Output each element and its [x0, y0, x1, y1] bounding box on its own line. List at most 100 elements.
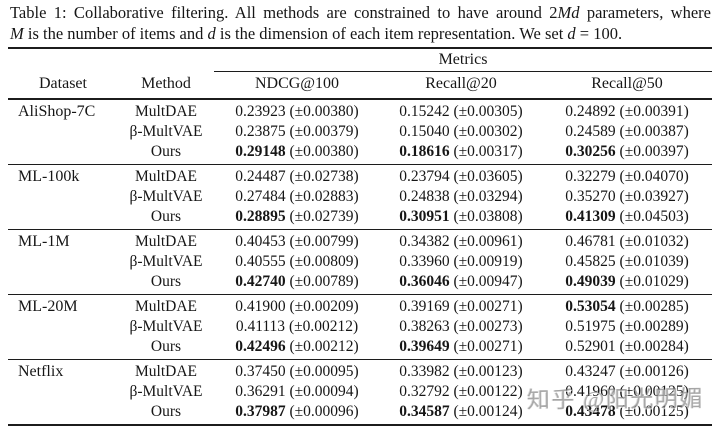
method-cell: β-MultVAE — [129, 123, 203, 140]
dataset-cell: ML-1M — [18, 233, 70, 250]
group-netflix: Netflix MultDAE 0.37450 (±0.00095) 0.339… — [8, 359, 713, 426]
metric-cell: 0.39649 (±0.00271) — [399, 338, 523, 355]
metric-cell: 0.38263 (±0.00273) — [399, 318, 523, 335]
table-row: β-MultVAE 0.40555 (±0.00809) 0.33960 (±0… — [8, 252, 712, 272]
table-row: β-MultVAE 0.27484 (±0.02883) 0.24838 (±0… — [8, 187, 712, 207]
group-alishop-7c: AliShop-7C MultDAE 0.23923 (±0.00380) 0.… — [8, 99, 712, 165]
method-cell: β-MultVAE — [129, 253, 203, 270]
dataset-cell: ML-100k — [18, 168, 80, 185]
dataset-cell: Netflix — [18, 363, 64, 380]
metric-cell: 0.30256 (±0.00397) — [565, 143, 689, 160]
metric-cell: 0.41960 (±0.00125) — [565, 383, 689, 400]
method-cell: Ours — [150, 143, 182, 160]
group-ml-20m: ML-20M MultDAE 0.41900 (±0.00209) 0.3916… — [8, 294, 713, 360]
metric-cell: 0.32279 (±0.04070) — [565, 168, 689, 185]
method-cell: Ours — [150, 338, 182, 355]
metric-cell: 0.36291 (±0.00094) — [235, 383, 359, 400]
method-cell: MultDAE — [135, 103, 197, 120]
table-row: Ours 0.37987 (±0.00096) 0.34587 (±0.0012… — [8, 402, 712, 425]
col-header-method: Method — [141, 74, 191, 92]
metric-cell: 0.23923 (±0.00380) — [235, 103, 359, 120]
column-header-row: Dataset Method NDCG@100 Recall@20 Recall… — [8, 72, 712, 100]
metric-cell: 0.43478 (±0.00125) — [565, 403, 689, 420]
metric-cell: 0.40453 (±0.00799) — [235, 233, 359, 250]
table-row: β-MultVAE 0.41113 (±0.00212) 0.38263 (±0… — [8, 317, 712, 337]
metric-cell: 0.33960 (±0.00919) — [399, 253, 523, 270]
caption-line-2: M is the number of items and d is the di… — [10, 23, 623, 43]
metrics-group-header: Metrics — [214, 48, 713, 72]
metric-cell: 0.24589 (±0.00387) — [565, 123, 689, 140]
metric-cell: 0.36046 (±0.00947) — [399, 273, 523, 290]
metric-cell: 0.24487 (±0.02738) — [235, 168, 359, 185]
method-cell: Ours — [150, 208, 182, 225]
caption-line-1: Table 1: Collaborative filtering. All me… — [10, 3, 711, 22]
metric-cell: 0.27484 (±0.02883) — [235, 188, 359, 205]
dataset-cell: AliShop-7C — [18, 103, 96, 120]
metric-cell: 0.41900 (±0.00209) — [235, 298, 359, 315]
metric-cell: 0.15040 (±0.00302) — [399, 123, 523, 140]
metric-cell: 0.52901 (±0.00284) — [565, 338, 689, 355]
method-cell: MultDAE — [135, 233, 197, 250]
table-row: β-MultVAE 0.23875 (±0.00379) 0.15040 (±0… — [8, 122, 712, 142]
group-ml-100k: ML-100k MultDAE 0.24487 (±0.02738) 0.237… — [8, 164, 713, 230]
table-row: AliShop-7C MultDAE 0.23923 (±0.00380) 0.… — [8, 99, 712, 122]
metric-cell: 0.37987 (±0.00096) — [235, 403, 359, 420]
metric-cell: 0.40555 (±0.00809) — [235, 253, 359, 270]
metric-cell: 0.43247 (±0.00126) — [565, 363, 689, 380]
metrics-spacer — [8, 48, 214, 72]
col-header-recall20: Recall@20 — [425, 75, 497, 92]
metric-cell: 0.42740 (±0.00789) — [235, 273, 359, 290]
method-cell: Ours — [150, 273, 182, 290]
metric-cell: 0.39169 (±0.00271) — [399, 298, 523, 315]
table-row: Ours 0.29148 (±0.00380) 0.18616 (±0.0031… — [8, 142, 712, 165]
col-header-dataset: Dataset — [39, 74, 87, 92]
metric-cell: 0.29148 (±0.00380) — [235, 143, 359, 160]
metric-cell: 0.15242 (±0.00305) — [399, 103, 523, 120]
metric-cell: 0.46781 (±0.01032) — [565, 233, 689, 250]
method-cell: β-MultVAE — [129, 188, 203, 205]
metric-cell: 0.35270 (±0.03927) — [565, 188, 689, 205]
method-cell: Ours — [150, 403, 182, 420]
metric-cell: 0.34587 (±0.00124) — [399, 403, 523, 420]
table-header: Metrics Dataset Method NDCG@100 Recall@2… — [8, 48, 713, 100]
table-caption: Table 1: Collaborative filtering. All me… — [10, 3, 711, 44]
table-row: Ours 0.42496 (±0.00212) 0.39649 (±0.0027… — [8, 337, 712, 360]
method-cell: β-MultVAE — [129, 383, 203, 400]
table-row: Ours 0.42740 (±0.00789) 0.36046 (±0.0094… — [8, 272, 712, 295]
metric-cell: 0.30951 (±0.03808) — [399, 208, 523, 225]
metric-cell: 0.41309 (±0.04503) — [565, 208, 689, 225]
group-ml-1m: ML-1M MultDAE 0.40453 (±0.00799) 0.34382… — [8, 229, 713, 295]
table-row: ML-20M MultDAE 0.41900 (±0.00209) 0.3916… — [8, 295, 712, 318]
table-row: ML-1M MultDAE 0.40453 (±0.00799) 0.34382… — [8, 230, 712, 253]
paper-table-page: { "caption": { "line1": { "t1": "Table 1… — [0, 3, 720, 437]
table-row: Netflix MultDAE 0.37450 (±0.00095) 0.339… — [8, 360, 712, 383]
metric-cell: 0.18616 (±0.00317) — [399, 143, 523, 160]
table-row: Ours 0.28895 (±0.02739) 0.30951 (±0.0380… — [8, 207, 712, 230]
method-cell: β-MultVAE — [129, 318, 203, 335]
metric-cell: 0.32792 (±0.00122) — [399, 383, 523, 400]
col-header-recall50: Recall@50 — [591, 75, 663, 92]
metric-cell: 0.51975 (±0.00289) — [565, 318, 689, 335]
metric-cell: 0.34382 (±0.00961) — [399, 233, 523, 250]
metric-cell: 0.49039 (±0.01029) — [565, 273, 689, 290]
metric-cell: 0.41113 (±0.00212) — [235, 318, 359, 335]
method-cell: MultDAE — [135, 298, 197, 315]
method-cell: MultDAE — [135, 363, 197, 380]
results-table: Metrics Dataset Method NDCG@100 Recall@2… — [8, 47, 713, 426]
metric-cell: 0.45825 (±0.01039) — [565, 253, 689, 270]
metric-cell: 0.24838 (±0.03294) — [399, 188, 523, 205]
col-header-ndcg100: NDCG@100 — [254, 75, 340, 92]
metric-cell: 0.42496 (±0.00212) — [235, 338, 359, 355]
metric-cell: 0.23875 (±0.00379) — [235, 123, 359, 140]
metric-cell: 0.23794 (±0.03605) — [399, 168, 523, 185]
metric-cell: 0.24892 (±0.00391) — [565, 103, 689, 120]
metric-cell: 0.28895 (±0.02739) — [235, 208, 359, 225]
method-cell: MultDAE — [135, 168, 197, 185]
metric-cell: 0.33982 (±0.00123) — [399, 363, 523, 380]
table-row: β-MultVAE 0.36291 (±0.00094) 0.32792 (±0… — [8, 382, 712, 402]
metric-cell: 0.37450 (±0.00095) — [235, 363, 359, 380]
metric-cell: 0.53054 (±0.00285) — [565, 298, 689, 315]
dataset-cell: ML-20M — [18, 298, 78, 315]
metrics-group-row: Metrics — [8, 48, 713, 72]
table-row: ML-100k MultDAE 0.24487 (±0.02738) 0.237… — [8, 165, 712, 188]
